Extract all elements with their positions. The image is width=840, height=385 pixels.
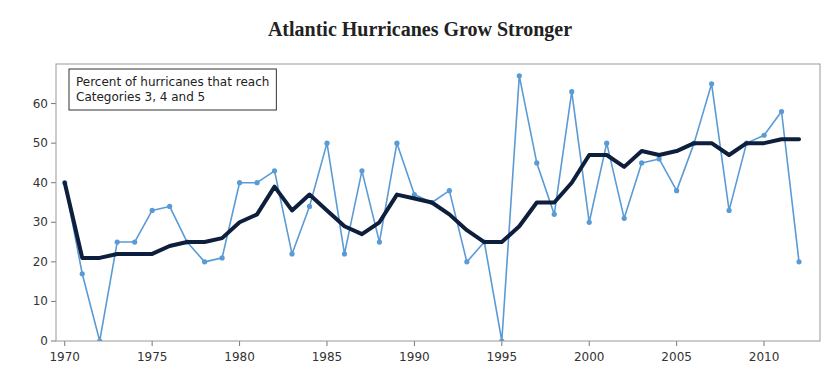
x-tick (589, 341, 590, 346)
x-tick (764, 341, 765, 346)
y-tick-label: 50 (33, 136, 48, 150)
point (324, 141, 329, 146)
point (167, 204, 172, 209)
point (674, 188, 679, 193)
y-tick (51, 341, 56, 342)
annotation-text: Categories 3, 4 and 5 (76, 90, 205, 104)
x-tick-label: 1985 (312, 350, 343, 364)
y-tick-label: 20 (33, 255, 48, 269)
annotation: Percent of hurricanes that reachCategori… (69, 69, 276, 110)
point (517, 73, 522, 78)
y-tick (51, 182, 56, 183)
point (464, 259, 469, 264)
y-tick (51, 103, 56, 104)
y-tick (51, 222, 56, 223)
point (272, 168, 277, 173)
point (394, 141, 399, 146)
annotation-text: Percent of hurricanes that reach (76, 75, 269, 89)
plot-area (56, 64, 820, 341)
point (219, 255, 224, 260)
point (202, 259, 207, 264)
chart: Atlantic Hurricanes Grow Stronger 0 10 20 30… (0, 0, 840, 385)
point (604, 141, 609, 146)
point (639, 160, 644, 165)
point (237, 180, 242, 185)
y-tick (51, 143, 56, 144)
x-tick-label: 1980 (224, 350, 255, 364)
series-line (65, 76, 799, 341)
y-tick-label: 0 (40, 334, 48, 348)
point (307, 204, 312, 209)
x-tick (64, 341, 65, 346)
x-tick-label: 2005 (661, 350, 692, 364)
point (534, 160, 539, 165)
data-group (62, 73, 801, 341)
y-tick-label: 30 (33, 215, 48, 229)
point (726, 208, 731, 213)
x-tick-label: 1990 (399, 350, 430, 364)
point (80, 271, 85, 276)
x-tick (152, 341, 153, 346)
point (289, 251, 294, 256)
y-tick-label: 60 (33, 97, 48, 111)
point (115, 239, 120, 244)
y-tick-label: 10 (33, 294, 48, 308)
x-tick-label: 1995 (487, 350, 518, 364)
point (150, 208, 155, 213)
trend-line (65, 139, 799, 258)
point (569, 89, 574, 94)
point (552, 212, 557, 217)
x-tick-label: 1975 (137, 350, 168, 364)
point (622, 216, 627, 221)
x-tick (326, 341, 327, 346)
point (132, 239, 137, 244)
point (709, 81, 714, 86)
point (587, 220, 592, 225)
annotation-box (69, 69, 276, 110)
y-tick (51, 261, 56, 262)
x-tick-label: 2000 (574, 350, 605, 364)
x-tick (414, 341, 415, 346)
point (377, 239, 382, 244)
x-tick (501, 341, 502, 346)
point (657, 156, 662, 161)
point (254, 180, 259, 185)
x-tick (676, 341, 677, 346)
x-tick-label: 2010 (749, 350, 780, 364)
point (447, 188, 452, 193)
point (761, 133, 766, 138)
point (796, 259, 801, 264)
point (342, 251, 347, 256)
point (779, 109, 784, 114)
plot-frame (56, 64, 820, 341)
x-tick (239, 341, 240, 346)
x-tick-label: 1970 (49, 350, 80, 364)
title: Atlantic Hurricanes Grow Stronger (268, 18, 572, 41)
y-tick (51, 301, 56, 302)
point (359, 168, 364, 173)
y-tick-label: 40 (33, 176, 48, 190)
